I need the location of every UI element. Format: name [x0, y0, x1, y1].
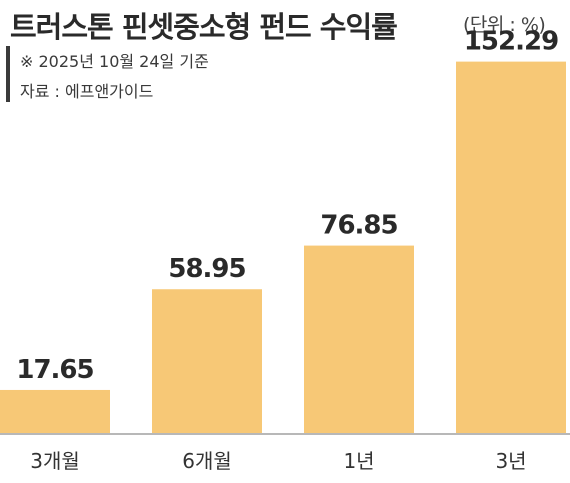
note-accent-bar: [6, 46, 10, 102]
bar-2: [152, 289, 262, 433]
value-label-1: 17.65: [16, 355, 93, 385]
bar-4: [456, 61, 566, 434]
source-note: 자료 : 에프앤가이드: [20, 82, 154, 101]
value-label-3: 76.85: [320, 211, 397, 241]
unit-label: (단위 : %): [463, 14, 546, 36]
chart-header: 트러스톤 핀셋중소형 펀드 수익률 (단위 : %) ※ 2025년 10월 2…: [0, 0, 570, 110]
category-label-1: 3개월: [30, 449, 80, 473]
category-label-3: 1년: [343, 449, 374, 473]
category-label-4: 3년: [495, 449, 526, 473]
bar-1: [0, 389, 110, 433]
date-note: ※ 2025년 10월 24일 기준: [20, 52, 209, 71]
category-label-2: 6개월: [182, 449, 232, 473]
chart-title: 트러스톤 핀셋중소형 펀드 수익률: [10, 10, 398, 44]
value-label-2: 58.95: [168, 254, 245, 284]
bar-3: [304, 245, 414, 433]
value-label-4: 152.29: [464, 27, 558, 57]
